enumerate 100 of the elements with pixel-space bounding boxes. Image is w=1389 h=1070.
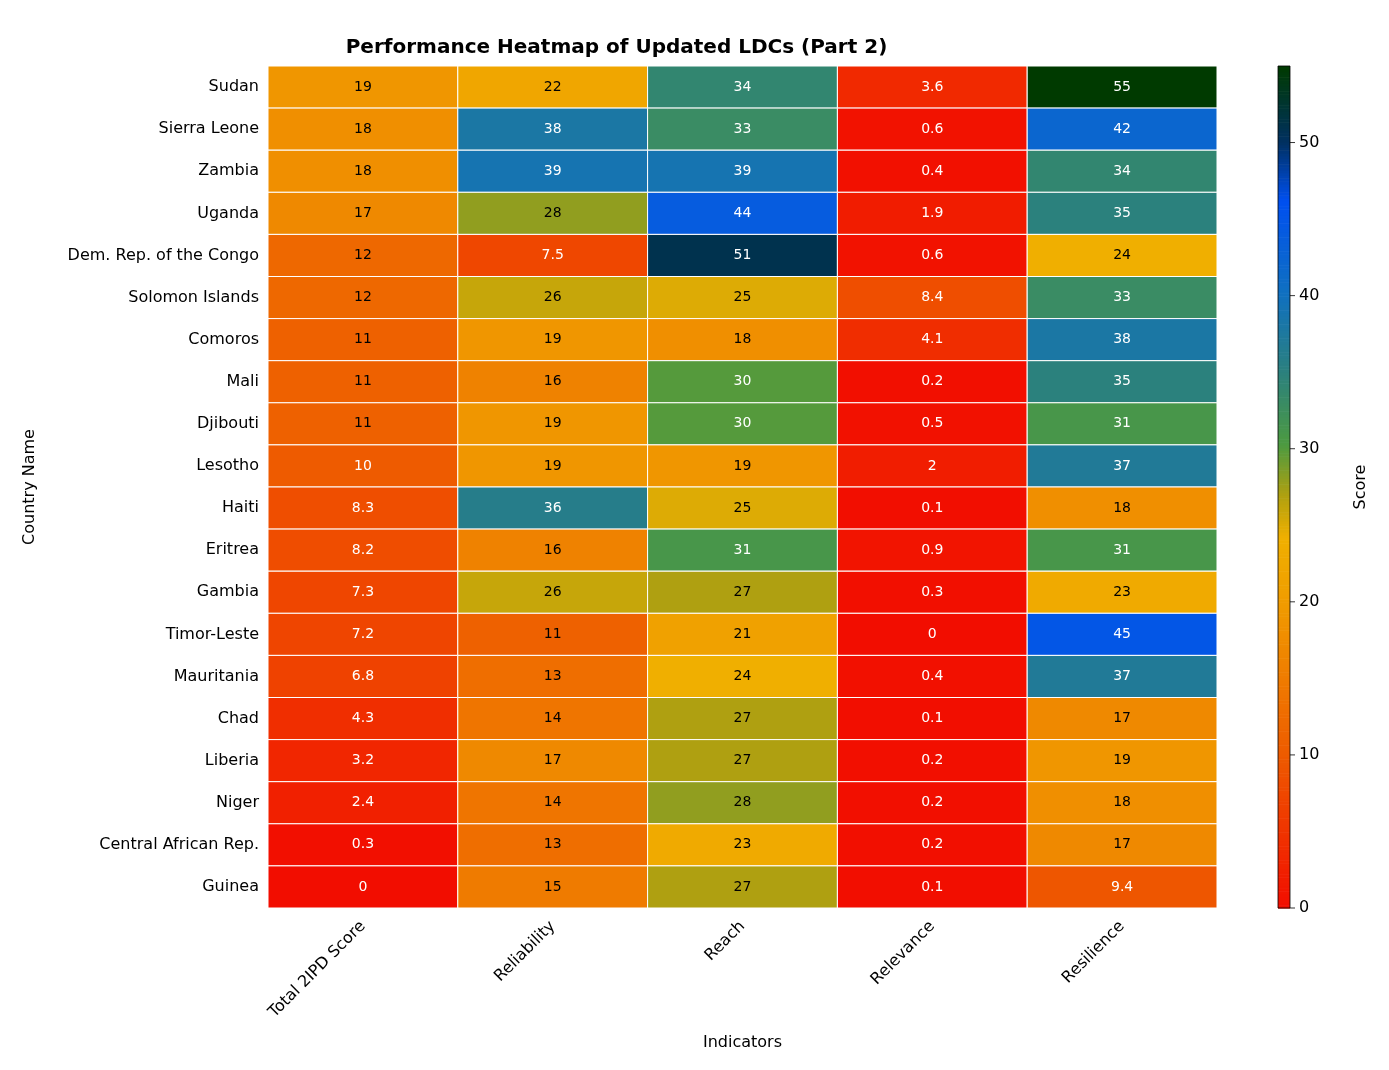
data-label: 15 <box>543 877 562 894</box>
data-label: 13 <box>543 835 562 852</box>
y-axis-title: Country Name <box>18 429 38 545</box>
data-label: 33 <box>733 119 752 136</box>
color-bar-label: 40 <box>1299 284 1320 304</box>
data-label: 27 <box>733 877 752 894</box>
data-label: 18 <box>1113 498 1132 515</box>
data-label: 45 <box>1113 624 1132 641</box>
data-label: 37 <box>1113 667 1132 684</box>
data-label: 8.2 <box>351 540 375 557</box>
data-label: 18 <box>733 330 752 347</box>
data-label: 18 <box>1113 793 1132 810</box>
data-label: 10 <box>353 456 372 473</box>
data-label: 44 <box>733 203 752 220</box>
data-label: 12 <box>353 246 372 263</box>
data-label: 38 <box>543 119 562 136</box>
data-label: 17 <box>1113 709 1132 726</box>
data-label: 39 <box>733 161 752 178</box>
y-tick-label: Haiti <box>222 497 259 517</box>
y-tick-label: Chad <box>217 707 259 727</box>
data-label: 17 <box>353 203 372 220</box>
data-label: 19 <box>353 77 372 94</box>
color-bar-label: 0 <box>1299 897 1310 917</box>
data-label: 26 <box>543 582 562 599</box>
data-label: 11 <box>353 330 372 347</box>
data-label: 8.4 <box>921 288 944 305</box>
data-label: 42 <box>1113 119 1132 136</box>
data-label: 1.9 <box>921 203 944 220</box>
data-label: 7.2 <box>351 624 375 641</box>
y-tick-label: Djibouti <box>196 413 259 433</box>
y-tick-label: Comoros <box>188 328 259 348</box>
y-tick-label: Liberia <box>204 749 259 769</box>
data-label: 11 <box>353 372 372 389</box>
data-label: 37 <box>1113 456 1132 473</box>
data-label: 25 <box>733 288 752 305</box>
data-label: 16 <box>543 372 562 389</box>
data-label: 13 <box>543 667 562 684</box>
color-bar-label: 30 <box>1299 437 1320 457</box>
data-label: 19 <box>543 456 562 473</box>
data-label: 0.6 <box>921 119 944 136</box>
data-label: 35 <box>1113 372 1132 389</box>
data-label: 39 <box>543 161 562 178</box>
data-label: 12 <box>353 288 372 305</box>
data-label: 6.8 <box>351 667 375 684</box>
data-label: 26 <box>543 288 562 305</box>
data-label: 28 <box>733 793 752 810</box>
data-label: 33 <box>1113 288 1132 305</box>
data-label: 30 <box>733 372 752 389</box>
data-label: 4.3 <box>351 709 375 726</box>
data-label: 0.6 <box>921 246 944 263</box>
y-tick-label: Guinea <box>202 876 259 896</box>
data-label: 18 <box>353 119 372 136</box>
data-label: 0.4 <box>921 161 944 178</box>
data-label: 23 <box>733 835 752 852</box>
data-label: 35 <box>1113 203 1132 220</box>
data-label: 19 <box>1113 751 1132 768</box>
data-label: 2.4 <box>351 793 375 810</box>
data-label: 27 <box>733 709 752 726</box>
color-bar-label: 10 <box>1299 744 1320 764</box>
data-label: 0 <box>358 877 368 894</box>
data-label: 3.6 <box>921 77 944 94</box>
data-label: 14 <box>543 793 562 810</box>
data-label: 0.1 <box>921 498 944 515</box>
y-tick-label: Gambia <box>196 581 259 601</box>
color-bar-label: 20 <box>1299 590 1320 610</box>
data-label: 0.2 <box>921 835 944 852</box>
data-label: 7.5 <box>541 246 564 263</box>
y-tick-label: Central African Rep. <box>99 834 259 854</box>
y-tick-label: Timor-Leste <box>164 623 259 643</box>
data-label: 27 <box>733 582 752 599</box>
data-label: 14 <box>543 709 562 726</box>
data-label: 23 <box>1113 582 1132 599</box>
data-label: 0.3 <box>351 835 375 852</box>
data-label: 19 <box>543 414 562 431</box>
data-label: 0.2 <box>921 372 944 389</box>
data-label: 0 <box>927 624 937 641</box>
data-label: 38 <box>1113 330 1132 347</box>
data-label: 3.2 <box>351 751 375 768</box>
data-label: 16 <box>543 540 562 557</box>
data-label: 0.2 <box>921 793 944 810</box>
data-label: 9.4 <box>1110 877 1134 894</box>
data-label: 22 <box>543 77 562 94</box>
data-label: 31 <box>733 540 752 557</box>
data-label: 31 <box>1113 540 1132 557</box>
y-tick-label: Mali <box>226 370 259 390</box>
data-label: 7.3 <box>351 582 375 599</box>
data-label: 17 <box>1113 835 1132 852</box>
data-label: 0.5 <box>921 414 944 431</box>
x-axis-title: Indicators <box>702 1031 783 1051</box>
data-label: 24 <box>1113 246 1132 263</box>
data-label: 36 <box>543 498 562 515</box>
data-label: 18 <box>353 161 372 178</box>
data-label: 27 <box>733 751 752 768</box>
data-label: 28 <box>543 203 562 220</box>
color-bar-title: Score <box>1350 464 1370 510</box>
y-tick-label: Zambia <box>198 160 259 180</box>
data-label: 11 <box>353 414 372 431</box>
y-tick-label: Niger <box>216 791 260 811</box>
data-label: 30 <box>733 414 752 431</box>
y-tick-label: Sierra Leone <box>158 118 259 138</box>
